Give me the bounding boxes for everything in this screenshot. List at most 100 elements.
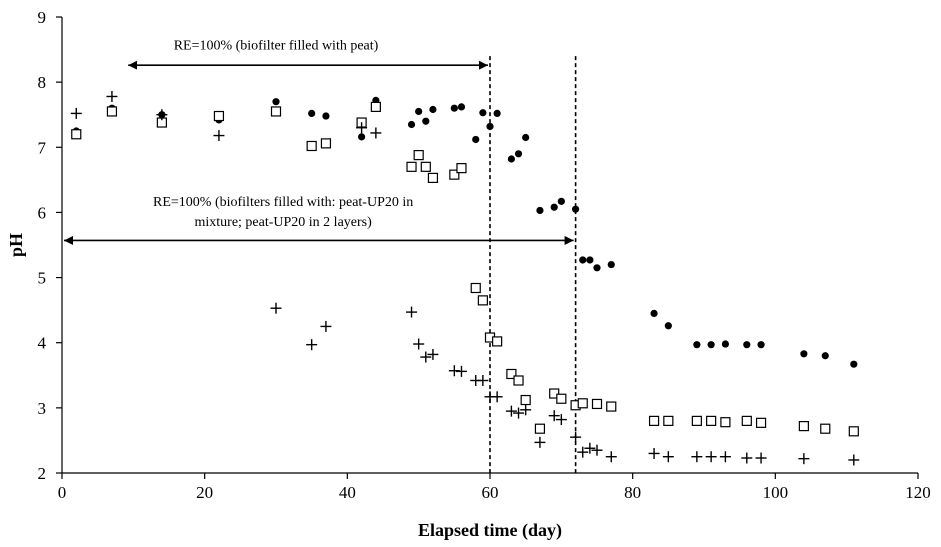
- data-point-circle: [579, 256, 587, 264]
- data-point-plus: [413, 338, 425, 350]
- data-point-plus: [591, 444, 603, 456]
- annotation-label: RE=100% (biofilter filled with peat): [174, 39, 379, 54]
- data-point-plus: [584, 442, 596, 454]
- data-point-circle: [308, 109, 316, 118]
- data-point-square: [848, 426, 859, 437]
- data-point-circle: [507, 155, 515, 163]
- data-point-circle: [322, 112, 330, 120]
- data-point-square: [492, 336, 503, 347]
- data-point-plus: [513, 407, 525, 419]
- data-point-circle: [415, 107, 423, 116]
- data-point-circle: [457, 103, 466, 111]
- data-point-circle: [557, 197, 565, 205]
- data-point-circle: [607, 260, 615, 269]
- x-tick-label: 80: [624, 483, 641, 502]
- data-point-circle: [486, 122, 494, 131]
- data-point-circle: [850, 360, 858, 368]
- data-point-square: [513, 375, 524, 386]
- data-point-circle: [550, 203, 558, 211]
- data-point-plus: [755, 452, 767, 464]
- x-tick-label: 60: [482, 483, 499, 502]
- data-point-square: [577, 398, 588, 409]
- x-tick-label: 20: [196, 483, 213, 502]
- data-point-square: [427, 172, 439, 184]
- data-point-square: [106, 106, 118, 117]
- data-point-circle: [493, 109, 501, 118]
- data-point-circle: [721, 340, 730, 348]
- data-point-square: [663, 415, 674, 426]
- data-point-plus: [548, 410, 560, 422]
- data-point-circle: [472, 135, 480, 144]
- data-point-circle: [586, 256, 594, 264]
- data-point-circle: [272, 98, 280, 106]
- data-point-plus: [406, 306, 418, 318]
- data-point-square: [520, 394, 531, 406]
- data-point-square: [370, 101, 381, 112]
- data-point-square: [820, 423, 831, 434]
- data-point-circle: [429, 105, 437, 114]
- data-point-square: [213, 110, 225, 122]
- data-point-plus: [370, 127, 382, 139]
- data-point-circle: [743, 341, 751, 349]
- annotation-label: mixture; peat-UP20 in 2 layers): [194, 215, 372, 230]
- data-point-circle: [514, 150, 523, 158]
- data-point-plus: [648, 447, 660, 459]
- data-point-plus: [662, 451, 674, 463]
- data-point-square: [470, 282, 481, 294]
- y-axis-title: pH: [6, 233, 26, 257]
- data-point-square: [648, 415, 660, 426]
- y-tick-label: 6: [38, 203, 47, 222]
- data-point-circle: [522, 133, 530, 142]
- data-point-square: [606, 401, 617, 412]
- data-point-plus: [213, 130, 225, 142]
- data-point-circle: [664, 322, 672, 330]
- data-point-square: [71, 129, 82, 140]
- data-point-circle: [572, 205, 580, 213]
- data-point-square: [755, 417, 767, 428]
- data-point-circle: [422, 117, 430, 125]
- data-point-plus: [741, 452, 753, 464]
- y-tick-label: 9: [38, 8, 47, 27]
- x-axis-title: Elapsed time (day): [418, 520, 562, 541]
- data-point-square: [506, 368, 517, 380]
- data-point-circle: [536, 206, 544, 215]
- x-tick-label: 0: [58, 483, 67, 502]
- plot-area: [489, 56, 577, 473]
- data-point-circle: [450, 104, 458, 112]
- data-point-square: [406, 161, 417, 172]
- data-point-plus: [270, 302, 282, 314]
- data-point-plus: [306, 339, 318, 351]
- data-point-square: [420, 161, 431, 172]
- data-point-plus: [705, 451, 717, 463]
- data-point-circle: [650, 309, 658, 317]
- y-tick-label: 7: [38, 138, 47, 157]
- data-point-plus: [534, 436, 546, 448]
- y-tick-label: 2: [38, 464, 47, 483]
- data-point-circle: [693, 341, 701, 349]
- data-point-plus: [106, 90, 118, 102]
- y-tick-label: 5: [38, 269, 47, 288]
- data-point-square: [549, 388, 560, 399]
- data-point-plus: [356, 122, 368, 134]
- x-tick-label: 40: [339, 483, 356, 502]
- y-tick-label: 8: [38, 73, 47, 92]
- data-point-plus: [605, 451, 617, 463]
- data-point-plus: [477, 374, 489, 386]
- data-point-square: [591, 398, 603, 410]
- annotations: RE=100% (biofilter filled with peat) RE=1…: [64, 39, 574, 245]
- y-tick-label: 4: [38, 334, 47, 353]
- data-point-plus: [156, 109, 168, 121]
- data-point-plus: [420, 351, 432, 363]
- data-point-circle: [593, 264, 601, 272]
- data-point-plus: [520, 404, 532, 416]
- data-point-square: [320, 138, 332, 149]
- data-point-circle: [479, 109, 487, 117]
- data-point-plus: [491, 391, 503, 403]
- data-point-square: [720, 417, 731, 428]
- data-point-plus: [320, 320, 332, 332]
- data-point-plus: [70, 107, 82, 119]
- data-point-square: [413, 150, 424, 161]
- data-point-circle: [800, 350, 808, 358]
- data-point-plus: [555, 414, 567, 426]
